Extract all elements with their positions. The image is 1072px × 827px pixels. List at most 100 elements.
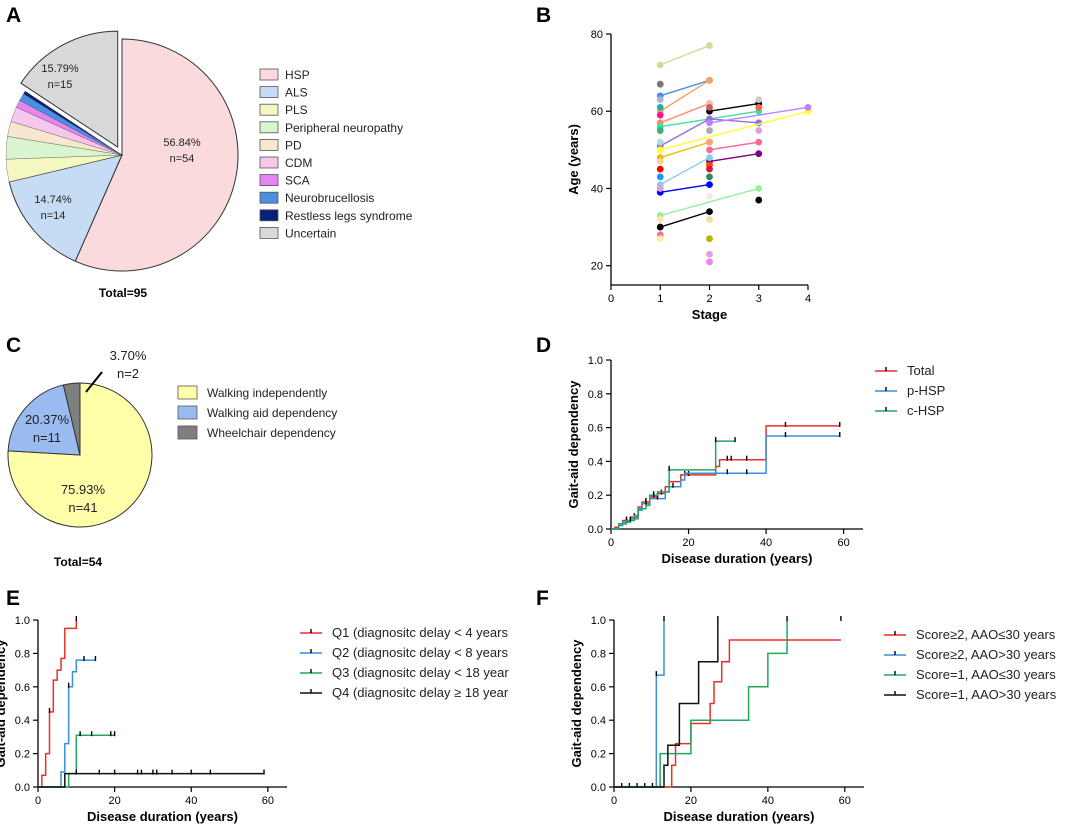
y-axis-title: Gait-aid dependency bbox=[569, 639, 584, 768]
series-line-score-2-aao-30-years bbox=[614, 639, 841, 788]
pie-slice-walking-aid-dependency bbox=[7, 384, 81, 456]
data-point bbox=[706, 165, 713, 173]
series-line bbox=[660, 79, 710, 97]
data-point bbox=[706, 138, 713, 146]
data-point bbox=[706, 235, 713, 243]
panel-d-step-chart: 0 20 40 60 0.0 0.2 0.4 0.6 0.8 1.0 Disease duratio… bbox=[566, 355, 945, 566]
y-axis-title: Gait-aid dependency bbox=[566, 380, 581, 509]
series-line-q4-diagnositc-delay-18-year bbox=[38, 772, 265, 788]
data-point bbox=[656, 146, 664, 154]
data-point bbox=[706, 215, 713, 223]
pie-count-walking-independently: n=41 bbox=[68, 500, 97, 515]
panel-f-step-chart: 0 20 40 60 0.0 0.2 0.4 0.6 0.8 1.0 Disease duratio… bbox=[569, 615, 1057, 824]
legend-swatch-restless-legs-syndrome bbox=[259, 209, 279, 222]
legend-label-hsp: HSP bbox=[285, 68, 310, 82]
panel-letter-b: B bbox=[536, 4, 551, 27]
series-line bbox=[660, 187, 759, 217]
x-axis-title: Stage bbox=[692, 307, 727, 322]
x-tick-label: 2 bbox=[706, 293, 712, 305]
pie-slice-als bbox=[8, 154, 123, 262]
panel-letter-a: A bbox=[6, 4, 21, 27]
data-point bbox=[755, 150, 763, 158]
data-point bbox=[656, 223, 664, 231]
data-point bbox=[656, 158, 664, 165]
data-point bbox=[755, 96, 763, 104]
legend-swatch-uncertain bbox=[259, 226, 279, 239]
series-line bbox=[660, 210, 710, 228]
series-line-p-hsp bbox=[611, 435, 840, 530]
legend-label-c-hsp: c-HSP bbox=[907, 403, 945, 418]
x-tick-label: 40 bbox=[185, 795, 197, 807]
pie-slice-restless-legs-syndrome bbox=[23, 90, 123, 156]
pie-count-walking-aid-dependency: n=11 bbox=[33, 430, 61, 445]
x-tick-label: 60 bbox=[839, 795, 851, 807]
x-tick-label: 0 bbox=[608, 293, 614, 305]
data-point bbox=[706, 208, 713, 216]
pie-percent-wheelchair-dependency: 3.70% bbox=[110, 348, 147, 363]
data-point bbox=[706, 258, 713, 266]
legend-swatch-walking-independently bbox=[177, 385, 198, 400]
x-tick-label: 0 bbox=[608, 537, 614, 549]
legend-swatch-neurobrucellosis bbox=[259, 191, 279, 204]
legend-label-als: ALS bbox=[285, 86, 308, 100]
x-tick-label: 0 bbox=[35, 795, 41, 807]
data-point bbox=[656, 138, 664, 146]
x-tick-label: 60 bbox=[262, 795, 274, 807]
series-line bbox=[709, 102, 759, 112]
legend-label-q1-diagnositc-delay-4-years: Q1 (diagnositc delay < 4 years bbox=[332, 625, 508, 640]
panel-c-pie-chart: 75.93% n=41 20.37% n=11 3.70% n=2 Total=54 Walk… bbox=[7, 348, 337, 569]
series-line bbox=[660, 183, 710, 194]
data-point bbox=[706, 192, 713, 200]
x-tick-label: 20 bbox=[682, 537, 694, 549]
y-tick-label: 0.4 bbox=[591, 715, 606, 727]
panel-a-pie-chart: 56.84% n=54 14.74% n=14 15.79% n=15 Total=95 HS… bbox=[5, 30, 413, 300]
y-tick-label: 1.0 bbox=[591, 615, 606, 627]
legend-label-wheelchair-dependency: Wheelchair dependency bbox=[207, 426, 336, 440]
x-tick-label: 0 bbox=[611, 795, 617, 807]
data-point bbox=[706, 154, 713, 161]
x-axis-title: Disease duration (years) bbox=[87, 809, 238, 824]
pie-percent-hsp: 56.84% bbox=[163, 137, 201, 149]
y-tick-label: 0.6 bbox=[591, 682, 606, 694]
x-tick-label: 40 bbox=[760, 537, 772, 549]
series-line-score-2-aao-30-years bbox=[614, 620, 665, 788]
y-tick-label: 0.8 bbox=[15, 648, 30, 660]
x-tick-label: 20 bbox=[108, 795, 120, 807]
legend-label-neurobrucellosis: Neurobrucellosis bbox=[285, 191, 374, 205]
series-line bbox=[660, 110, 809, 151]
legend-label-sca: SCA bbox=[285, 174, 310, 188]
x-tick-label: 40 bbox=[762, 795, 774, 807]
legend-swatch-als bbox=[259, 86, 279, 98]
series-line bbox=[659, 79, 710, 112]
legend-label-uncertain: Uncertain bbox=[285, 226, 336, 240]
y-tick-label: 60 bbox=[591, 106, 603, 118]
pie-percent-uncertain: 15.79% bbox=[41, 63, 79, 75]
series-line bbox=[659, 102, 710, 124]
pie-count-uncertain: n=15 bbox=[48, 79, 73, 91]
data-point bbox=[656, 111, 664, 119]
legend-label-q2-diagnositc-delay-8-years: Q2 (diagnositc delay < 8 years bbox=[332, 645, 508, 660]
series-line bbox=[709, 106, 809, 124]
legend-label-cdm: CDM bbox=[285, 156, 312, 170]
legend-label-score-1-aao-30-years: Score=1, AAO>30 years bbox=[916, 687, 1057, 702]
panel-letter-d: D bbox=[536, 334, 551, 357]
pie-percent-walking-aid-dependency: 20.37% bbox=[25, 412, 70, 427]
series-line-c-hsp bbox=[611, 440, 736, 530]
data-point bbox=[706, 173, 713, 181]
data-point bbox=[656, 61, 664, 69]
data-point bbox=[804, 103, 812, 111]
y-tick-label: 0.6 bbox=[15, 682, 30, 694]
legend-label-q4-diagnositc-delay-18-year: Q4 (diagnositc delay ≥ 18 year bbox=[332, 685, 509, 700]
series-line-score-1-aao-30-years bbox=[614, 620, 719, 788]
y-tick-label: 0.6 bbox=[588, 423, 603, 435]
y-tick-label: 80 bbox=[591, 29, 603, 41]
y-tick-label: 0.0 bbox=[15, 782, 30, 794]
x-tick-label: 60 bbox=[837, 537, 849, 549]
panel-letter-e: E bbox=[6, 587, 20, 610]
y-tick-label: 0.4 bbox=[588, 456, 603, 468]
pie-total-label: Total=54 bbox=[54, 555, 102, 569]
pie-slice-hsp bbox=[74, 38, 239, 272]
series-line bbox=[709, 141, 759, 151]
legend-label-score-1-aao-30-years: Score=1, AAO≤30 years bbox=[916, 667, 1056, 682]
series-line bbox=[660, 141, 710, 159]
